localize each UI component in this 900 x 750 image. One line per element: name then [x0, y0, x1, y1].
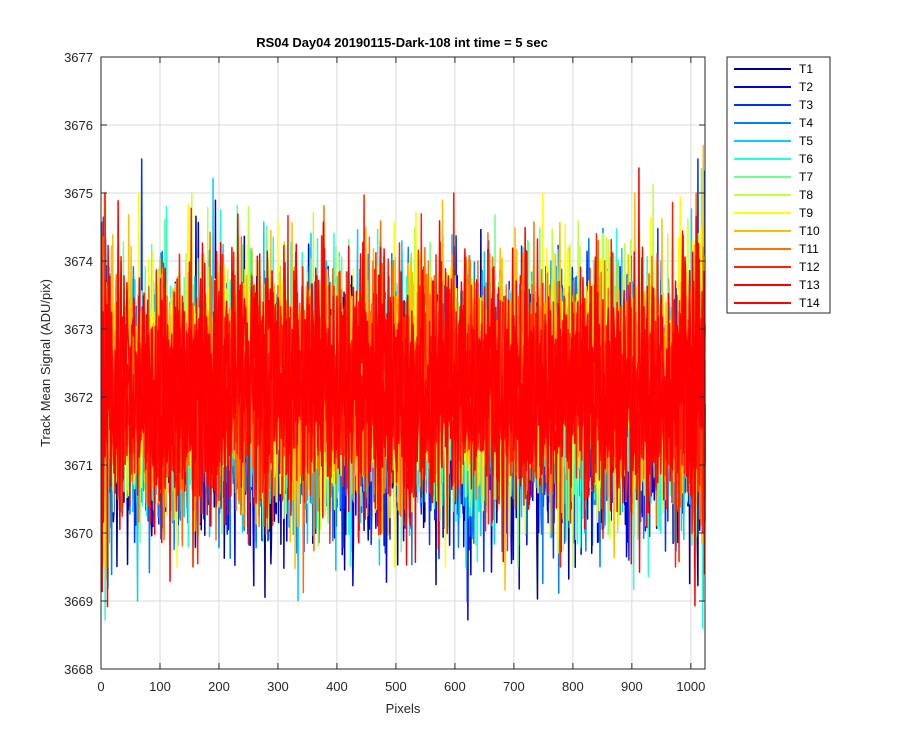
legend-label-t4: T4	[799, 116, 813, 130]
legend-items: T1 T2 T3 T4 T5 T6 T7 T8 T9 T10 T11 T12 T13 T14	[734, 62, 820, 310]
legend-label-t11: T11	[799, 242, 819, 256]
x-tick-label: 400	[326, 679, 348, 694]
legend-label-t1: T1	[799, 62, 813, 76]
series-line-t14	[100, 167, 706, 608]
x-tick-label: 700	[503, 679, 525, 694]
y-tick-label: 3674	[64, 254, 93, 269]
x-tick-label: 600	[444, 679, 466, 694]
legend-label-t3: T3	[799, 98, 813, 112]
y-tick-label: 3670	[64, 526, 93, 541]
legend-label-t6: T6	[799, 152, 813, 166]
x-tick-label: 0	[97, 679, 104, 694]
x-tick-label: 500	[385, 679, 407, 694]
legend-label-t8: T8	[799, 188, 813, 202]
y-tick-label: 3672	[64, 390, 93, 405]
x-tick-label: 200	[208, 679, 230, 694]
y-tick-label: 3671	[64, 458, 93, 473]
y-tick-label: 3677	[64, 50, 93, 65]
legend-label-t10: T10	[799, 224, 820, 238]
chart-title: RS04 Day04 20190115-Dark-108 int time = …	[256, 35, 548, 50]
series-lines	[100, 144, 706, 630]
x-tick-label: 100	[149, 679, 171, 694]
y-tick-label: 3673	[64, 322, 93, 337]
legend-label-t5: T5	[799, 134, 813, 148]
legend-label-t14: T14	[799, 296, 820, 310]
y-tick-labels: 3668 3669 3670 3671 3672 3673 3674 3675 3676 3677	[64, 50, 93, 677]
x-tick-label: 900	[621, 679, 643, 694]
x-tick-label: 1000	[676, 679, 705, 694]
y-tick-label: 3676	[64, 118, 93, 133]
tick-marks	[100, 56, 705, 670]
y-tick-label: 3675	[64, 186, 93, 201]
plot-area	[100, 56, 706, 670]
legend-label-t12: T12	[799, 260, 820, 274]
x-tick-label: 800	[562, 679, 584, 694]
y-axis-label: Track Mean Signal (ADU/pix)	[38, 279, 53, 447]
plot-frame	[100, 56, 706, 670]
x-tick-label: 300	[267, 679, 289, 694]
legend-box	[726, 56, 831, 314]
legend-label-t9: T9	[799, 206, 813, 220]
legend-label-t7: T7	[799, 170, 813, 184]
x-tick-labels: 0 100 200 300 400 500 600 700 800 900 1000	[97, 679, 705, 694]
y-tick-label: 3668	[64, 662, 93, 677]
x-axis-label: Pixels	[386, 701, 421, 716]
legend-label-t13: T13	[799, 278, 820, 292]
legend-label-t2: T2	[799, 80, 813, 94]
y-tick-label: 3669	[64, 594, 93, 609]
legend[interactable]: T1 T2 T3 T4 T5 T6 T7 T8 T9 T10 T11 T12 T13 T14	[726, 56, 831, 314]
